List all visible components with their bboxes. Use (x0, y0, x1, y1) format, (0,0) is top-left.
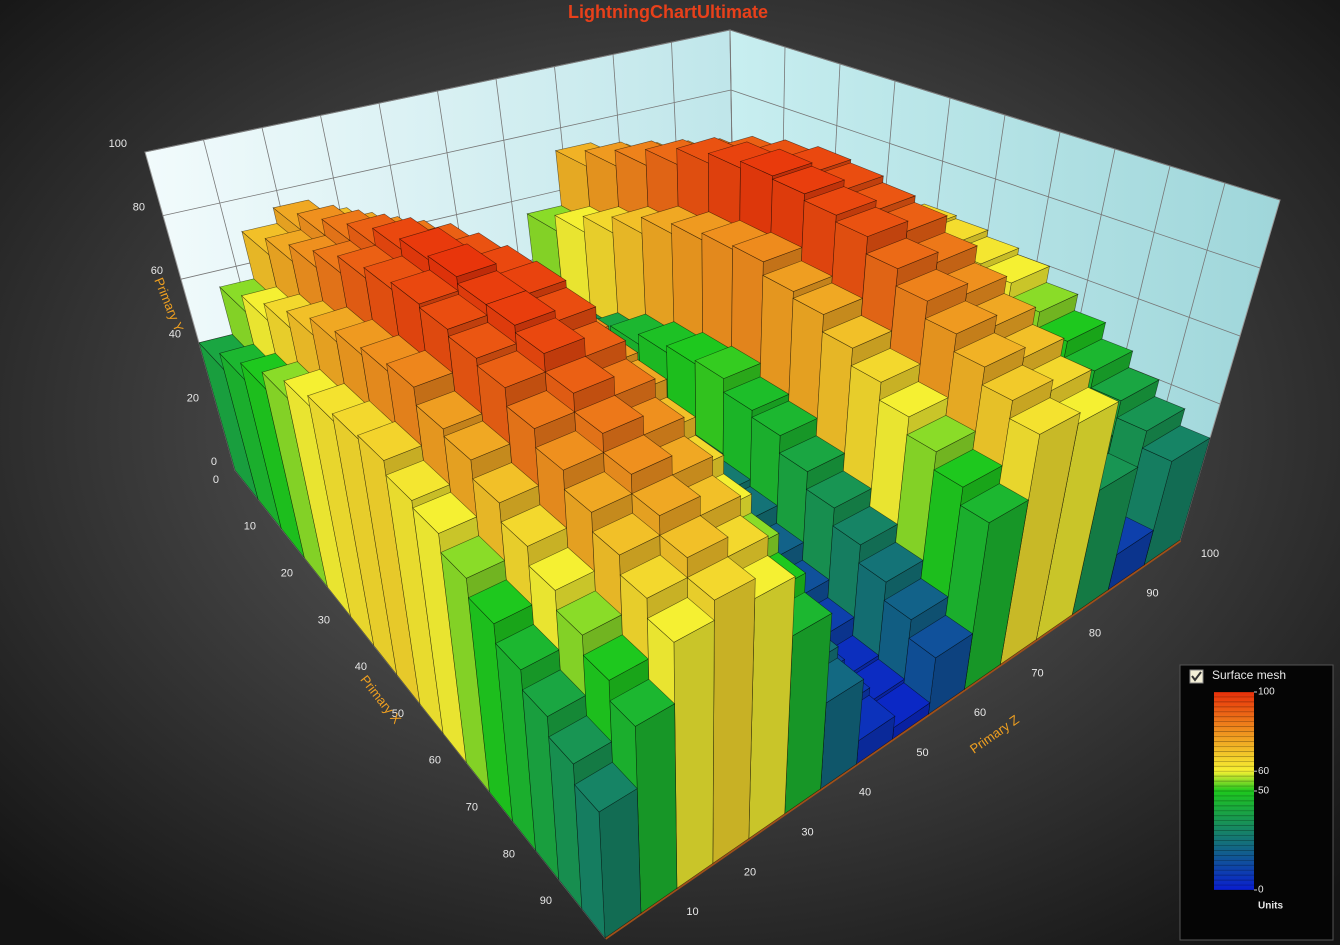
bar-top (739, 148, 813, 177)
z-tick-label: 20 (744, 866, 756, 878)
y-tick-label: 100 (109, 138, 127, 150)
bar-top (1008, 397, 1081, 435)
legend-title: Surface mesh (1212, 668, 1286, 682)
bar-top (865, 237, 939, 270)
y-tick-label: 60 (151, 265, 163, 277)
x-tick-label: 20 (281, 568, 293, 580)
bar-side (712, 577, 756, 864)
z-tick-label: 30 (801, 827, 813, 839)
bar-top (574, 761, 638, 813)
bar-top (1141, 425, 1211, 462)
z-tick-label: 90 (1146, 588, 1158, 600)
bar-top (1090, 367, 1160, 402)
bar-top (1116, 396, 1186, 432)
bar-top (646, 597, 715, 643)
bar-top (895, 268, 969, 302)
bar-top (953, 332, 1026, 368)
bar-top (686, 556, 756, 601)
bar-side (634, 703, 678, 914)
z-tick-label: 50 (916, 747, 928, 759)
x-tick-label: 70 (466, 802, 478, 814)
bar-top (485, 290, 556, 326)
legend-tick-label: 50 (1258, 786, 1270, 797)
bar-top (924, 300, 998, 335)
x-tick-label: 10 (244, 521, 256, 533)
bar-top (803, 186, 878, 216)
y-tick-label: 80 (133, 202, 145, 214)
x-tick-label: 90 (540, 895, 552, 907)
legend-box (1179, 664, 1334, 941)
y-tick-label: 0 (211, 456, 217, 468)
bar-top (602, 434, 673, 475)
z-tick-label: 100 (1201, 548, 1219, 560)
x-tick-label: 60 (429, 755, 441, 767)
scene (144, 29, 1281, 940)
checkmark (1191, 671, 1202, 682)
legend-tick-label: 60 (1258, 766, 1270, 777)
x-tick-label: 80 (503, 848, 515, 860)
y-tick-label: 20 (187, 392, 199, 404)
x-tick-label: 50 (392, 708, 404, 720)
bar-top (981, 364, 1054, 401)
chart-title: LightningChartUltimate (568, 2, 768, 22)
z-tick-label: 10 (686, 906, 698, 918)
bar-top (609, 678, 676, 727)
bar-top (908, 614, 974, 659)
z-tick-label: 80 (1089, 628, 1101, 640)
bar-top (771, 165, 846, 195)
legend: Surface mesh Units 0 50 60 100 (1179, 664, 1334, 941)
bar-top (834, 206, 909, 237)
legend-tick-label: 0 (1258, 885, 1264, 896)
bar-top (514, 317, 586, 354)
z-tick-label: 40 (859, 787, 871, 799)
bar-top (631, 474, 701, 516)
bar-top (427, 243, 497, 278)
legend-unit: Units (1258, 901, 1283, 912)
x-tick-label: 0 (213, 474, 219, 486)
z-tick-label: 60 (974, 707, 986, 719)
x-tick-label: 30 (318, 614, 330, 626)
bar-top (659, 515, 729, 558)
x-tick-label: 40 (355, 661, 367, 673)
bar-side (673, 619, 715, 889)
y-tick-label: 40 (169, 329, 181, 341)
legend-colorbar (1214, 692, 1254, 890)
bar-top (574, 395, 644, 434)
bar-top (544, 356, 615, 394)
bar-top (959, 483, 1030, 524)
legend-tick-label: 100 (1258, 687, 1275, 698)
bar-side (598, 788, 642, 939)
z-tick-label: 70 (1031, 667, 1043, 679)
